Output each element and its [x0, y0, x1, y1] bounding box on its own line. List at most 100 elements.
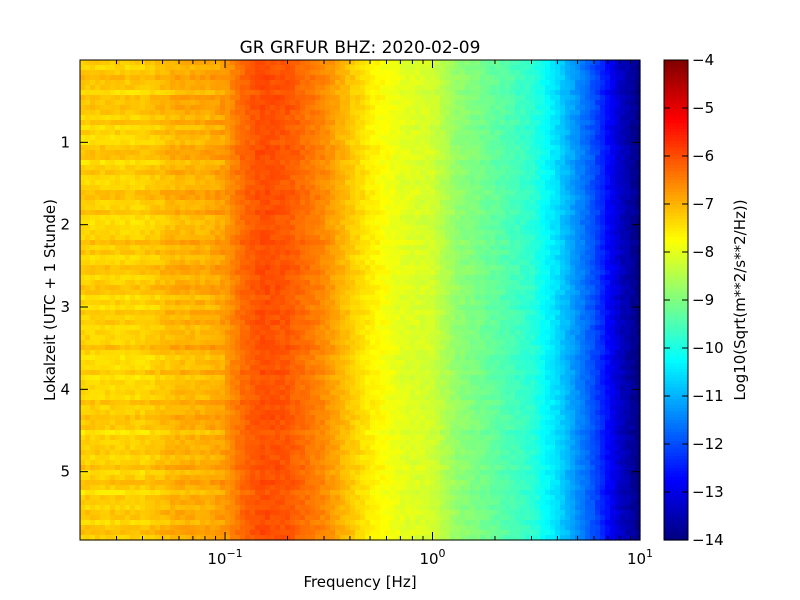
heatmap-cell	[370, 225, 376, 231]
heatmap-cell	[155, 200, 161, 206]
heatmap-cell	[170, 215, 176, 221]
heatmap-cell	[385, 260, 391, 266]
heatmap-cell	[275, 265, 281, 271]
heatmap-cell	[205, 150, 211, 156]
heatmap-cell	[350, 270, 356, 276]
heatmap-cell	[115, 75, 121, 81]
heatmap-cell	[375, 235, 381, 241]
heatmap-cell	[195, 175, 201, 181]
heatmap-cell	[185, 270, 191, 276]
heatmap-cell	[465, 130, 471, 136]
heatmap-cell	[330, 230, 336, 236]
heatmap-cell	[175, 100, 181, 106]
heatmap-cell	[245, 135, 251, 141]
heatmap-cell	[460, 220, 466, 226]
heatmap-cell	[520, 220, 526, 226]
heatmap-cell	[280, 180, 286, 186]
heatmap-cell	[445, 100, 451, 106]
heatmap-cell	[510, 275, 516, 281]
heatmap-cell	[535, 170, 541, 176]
heatmap-cell	[265, 250, 271, 256]
heatmap-cell	[310, 215, 316, 221]
heatmap-cell	[350, 155, 356, 161]
heatmap-cell	[470, 165, 476, 171]
heatmap-cell	[135, 115, 141, 121]
heatmap-cell	[165, 180, 171, 186]
heatmap-cell	[505, 210, 511, 216]
heatmap-cell	[385, 85, 391, 91]
heatmap-cell	[420, 240, 426, 246]
heatmap-cell	[130, 260, 136, 266]
heatmap-cell	[480, 90, 486, 96]
heatmap-cell	[125, 80, 131, 86]
heatmap-cell	[410, 220, 416, 226]
heatmap-cell	[240, 275, 246, 281]
heatmap-cell	[85, 210, 91, 216]
heatmap-cell	[350, 245, 356, 251]
heatmap-cell	[495, 70, 501, 76]
heatmap-cell	[620, 145, 626, 151]
heatmap-cell	[535, 80, 541, 86]
heatmap-cell	[520, 200, 526, 206]
heatmap-cell	[365, 85, 371, 91]
heatmap-cell	[460, 105, 466, 111]
heatmap-cell	[420, 95, 426, 101]
heatmap-cell	[160, 190, 166, 196]
heatmap-cell	[610, 95, 616, 101]
heatmap-cell	[490, 85, 496, 91]
heatmap-cell	[245, 215, 251, 221]
heatmap-cell	[320, 235, 326, 241]
heatmap-cell	[125, 155, 131, 161]
heatmap-cell	[470, 215, 476, 221]
heatmap-cell	[315, 245, 321, 251]
heatmap-cell	[355, 270, 361, 276]
heatmap-cell	[150, 115, 156, 121]
heatmap-cell	[485, 195, 491, 201]
heatmap-cell	[310, 210, 316, 216]
heatmap-cell	[520, 105, 526, 111]
heatmap-cell	[220, 235, 226, 241]
heatmap-cell	[380, 125, 386, 131]
heatmap-cell	[120, 75, 126, 81]
heatmap-cell	[360, 75, 366, 81]
heatmap-cell	[385, 170, 391, 176]
heatmap-cell	[425, 120, 431, 126]
heatmap-cell	[120, 100, 126, 106]
heatmap-cell	[345, 100, 351, 106]
heatmap-cell	[240, 235, 246, 241]
heatmap-cell	[180, 95, 186, 101]
heatmap-cell	[240, 115, 246, 121]
heatmap-cell	[300, 200, 306, 206]
heatmap-cell	[240, 130, 246, 136]
heatmap-cell	[230, 185, 236, 191]
heatmap-cell	[315, 185, 321, 191]
heatmap-cell	[195, 60, 201, 66]
heatmap-cell	[195, 240, 201, 246]
heatmap-cell	[605, 100, 611, 106]
heatmap-cell	[430, 165, 436, 171]
heatmap-cell	[90, 265, 96, 271]
heatmap-cell	[280, 230, 286, 236]
heatmap-cell	[495, 65, 501, 71]
heatmap-cell	[495, 155, 501, 161]
heatmap-cell	[465, 210, 471, 216]
heatmap-cell	[440, 90, 446, 96]
heatmap-cell	[280, 265, 286, 271]
heatmap-cell	[260, 225, 266, 231]
heatmap-cell	[535, 150, 541, 156]
heatmap-cell	[635, 85, 641, 91]
heatmap-cell	[390, 215, 396, 221]
heatmap-cell	[130, 145, 136, 151]
heatmap-cell	[585, 155, 591, 161]
heatmap-cell	[265, 130, 271, 136]
heatmap-cell	[295, 95, 301, 101]
heatmap-cell	[90, 225, 96, 231]
heatmap-cell	[440, 85, 446, 91]
heatmap-cell	[355, 65, 361, 71]
heatmap-cell	[275, 90, 281, 96]
heatmap-cell	[475, 220, 481, 226]
heatmap-cell	[580, 75, 586, 81]
heatmap-cell	[475, 100, 481, 106]
heatmap-cell	[460, 155, 466, 161]
heatmap-cell	[80, 255, 86, 261]
